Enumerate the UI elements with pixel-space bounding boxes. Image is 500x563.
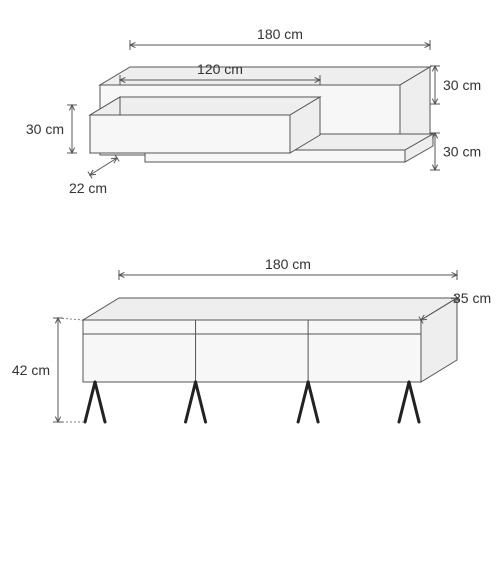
dim-label-bottom-height: 42 cm [12, 362, 50, 378]
leg-0-a [85, 382, 95, 422]
front-shelf-front [90, 115, 290, 153]
dim-label-bottom-width: 180 cm [265, 256, 311, 272]
dim-label-total-width: 180 cm [257, 26, 303, 42]
dim-label-right-lower-height: 30 cm [443, 144, 481, 160]
leg-2-b [308, 382, 318, 422]
leg-0-b [95, 382, 105, 422]
leg-3-b [409, 382, 419, 422]
dim-label-right-upper-height: 30 cm [443, 77, 481, 93]
cabinet-front [83, 320, 421, 382]
dim-label-left-height: 30 cm [26, 121, 64, 137]
dim-label-bottom-depth: 35 cm [453, 290, 491, 306]
leg-2-a [298, 382, 308, 422]
cabinet-top [83, 298, 457, 320]
leg-3-a [399, 382, 409, 422]
dim-label-front-width: 120 cm [197, 61, 243, 77]
top-unit: 180 cm 120 cm 30 cm 30 cm 30 cm 22 cm [26, 26, 481, 196]
bottom-unit: 180 cm 35 cm 42 cm [12, 256, 491, 422]
leg-1-a [186, 382, 196, 422]
leg-1-b [196, 382, 206, 422]
front-shelf-top [90, 97, 320, 115]
dim-label-depth: 22 cm [69, 180, 107, 196]
back-panel-top [100, 67, 430, 85]
